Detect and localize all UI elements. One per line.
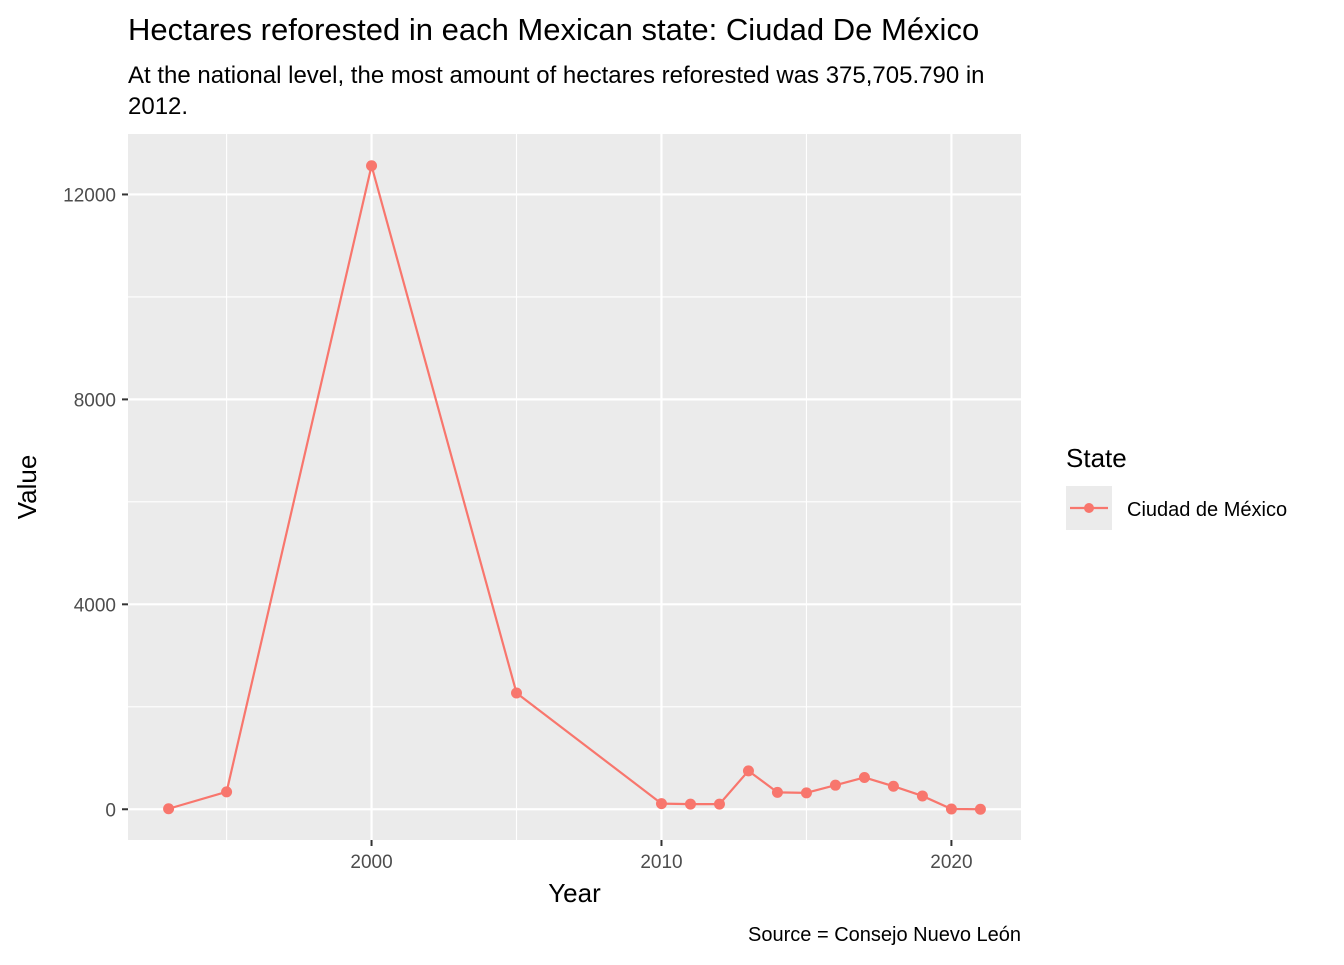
legend-key-point [1084, 503, 1094, 513]
data-point [684, 798, 696, 810]
data-point [366, 160, 378, 172]
data-point [945, 803, 957, 815]
plot-panel [128, 134, 1021, 840]
x-tick-label: 2010 [640, 852, 682, 873]
legend-title: State [1066, 443, 1127, 473]
data-point [742, 765, 754, 777]
legend: State Ciudad de México [1066, 443, 1287, 530]
y-tick-label: 0 [105, 800, 116, 821]
y-axis-title: Value [12, 455, 42, 520]
data-point [221, 786, 233, 798]
legend-label: Ciudad de México [1127, 499, 1287, 521]
grid-minor [128, 134, 1021, 840]
data-point [771, 786, 783, 798]
x-tick-label: 2000 [350, 852, 392, 873]
x-tick-label: 2020 [930, 852, 972, 873]
data-point [858, 771, 870, 783]
chart-title: Hectares reforested in each Mexican stat… [128, 12, 979, 47]
data-point [655, 798, 667, 810]
data-point [163, 803, 175, 815]
data-point [829, 779, 841, 791]
series-layer [163, 160, 986, 815]
y-tick-label: 8000 [74, 390, 116, 411]
data-point [916, 790, 928, 802]
x-axis: 2000 2010 2020 [350, 840, 973, 873]
data-point [887, 780, 899, 792]
grid-major [128, 134, 1021, 840]
chart-subtitle-line-1: At the national level, the most amount o… [128, 62, 985, 89]
y-tick-label: 12000 [63, 185, 116, 206]
chart-subtitle-line-2: 2012. [128, 93, 188, 120]
x-axis-title: Year [548, 878, 601, 908]
data-point [800, 787, 812, 799]
y-axis: 0 4000 8000 12000 [63, 185, 128, 821]
data-point [511, 687, 523, 699]
data-point [974, 803, 986, 815]
chart-caption: Source = Consejo Nuevo León [748, 924, 1021, 946]
data-point [713, 798, 725, 810]
y-tick-label: 4000 [74, 595, 116, 616]
series-line [168, 164, 981, 811]
